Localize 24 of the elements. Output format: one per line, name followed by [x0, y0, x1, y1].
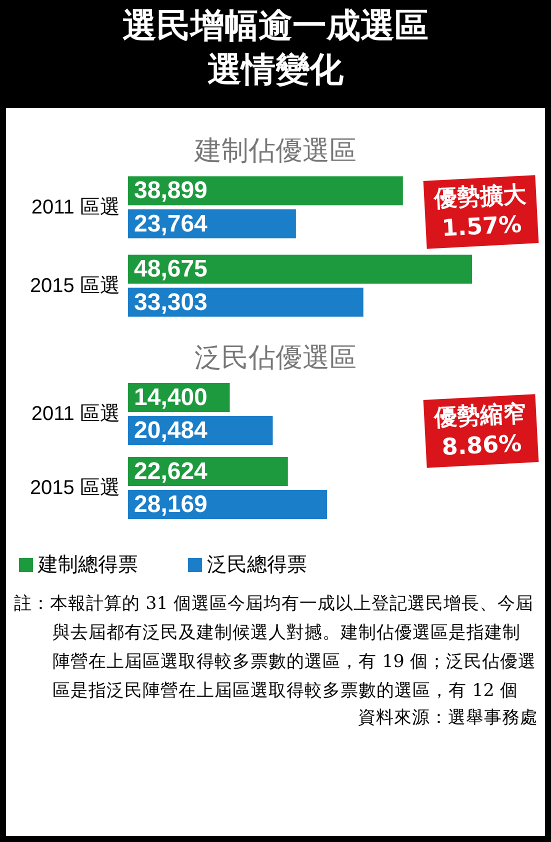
chart-subtitle: 泛民佔優選區 [194, 342, 356, 372]
data-label: 22,624 [134, 458, 208, 485]
text: 優勢縮窄 8.86% [423, 394, 539, 468]
text: 註：本報計算的 31 個選區今屆均有一成以上登記選民增長、今屆與去屆都有泛民及建制候選人對撼。建制佔優選區是指建制陣營在上屆區選取得較多票數的選區，有 19 個；泛民佔優選區是指泛民陣營在上屆區選取得較多票數的選區，有 12 個 [14, 593, 537, 703]
chart-title: 選民增幅逾一成選區選情變化 [122, 5, 430, 92]
bar [128, 254, 472, 284]
legend-label: 泛民總得票 [207, 554, 307, 576]
y-tick-label: 2015 區選 [30, 274, 120, 297]
y-tick-label: 2011 區選 [31, 403, 120, 425]
data-label: 28,169 [134, 491, 208, 518]
data-label: 48,675 [134, 256, 208, 283]
bar [128, 288, 364, 317]
data-label: 38,899 [134, 177, 208, 204]
bar [128, 176, 403, 206]
source-note: 資料來源：選舉事務處 [357, 707, 538, 730]
data-label: 33,303 [134, 288, 208, 316]
data-label: 14,400 [134, 384, 208, 411]
annotation: 優勢擴大 1.57% [423, 175, 539, 249]
legend-label: 建制總得票 [37, 554, 138, 576]
chart-subtitle: 建制佔優選區 [194, 136, 356, 166]
data-label: 23,764 [134, 210, 208, 238]
y-tick-label: 2011 區選 [31, 196, 120, 218]
y-tick-label: 2015 區選 [30, 477, 120, 499]
data-label: 20,484 [134, 417, 208, 444]
